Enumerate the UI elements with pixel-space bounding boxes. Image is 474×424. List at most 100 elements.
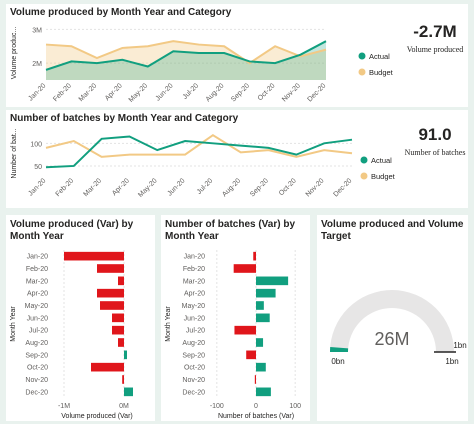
y-tick-label: Jul-20	[29, 328, 48, 335]
x-tick-label: Apr-20	[111, 177, 131, 197]
y-tick-label: Jan-20	[27, 254, 49, 261]
y-tick-label: Nov-20	[25, 377, 48, 384]
x-tick-label: Oct-20	[278, 177, 298, 197]
bar	[112, 313, 124, 323]
batches-var-title-line1: Number of batches (Var) by	[165, 219, 296, 230]
gauge-title-line1: Volume produced and Volume	[321, 219, 464, 230]
y-tick-label: Dec-20	[25, 389, 48, 396]
gauge-plot: 26M 0bn 1bn 1bn	[330, 290, 467, 366]
y-tick-label: Mar-20	[183, 278, 205, 285]
volume-var-plot[interactable]: -1M 0M Jan-20 Feb-20 Mar-20 Apr-20 May-20 Jun-2…	[6, 215, 155, 421]
volume-chart-card[interactable]: Volume produced by Month Year and Catego…	[6, 4, 404, 107]
batches-chart-plot[interactable]: 100 50 Number of bat... Jan-20 Feb-20 Mar-20 A…	[6, 110, 404, 208]
x-tick-label: Mar-20	[82, 177, 103, 198]
batches-var-title-line2: Month Year	[165, 231, 219, 242]
x-tick-label: Jul-20	[196, 177, 215, 196]
y-tick-label: Sep-20	[25, 352, 48, 359]
x-tick-label: 0	[254, 403, 258, 410]
bar	[253, 251, 256, 261]
y-tick-label: 100	[30, 141, 42, 148]
actual-line	[45, 135, 353, 169]
batches-kpi-label: Number of batches	[404, 148, 466, 157]
legend-actual-marker	[358, 52, 366, 60]
x-tick-label: Jan-20	[27, 177, 47, 197]
y-tick-label: Aug-20	[182, 340, 205, 347]
gauge-value-label: 26M	[374, 329, 409, 349]
gauge-min-label: 0bn	[331, 357, 344, 366]
x-tick-label: Oct-20	[257, 82, 277, 102]
volume-kpi-value: -2.7M	[413, 22, 457, 41]
bar	[112, 325, 124, 335]
legend-budget-marker	[360, 172, 368, 180]
volume-kpi-card[interactable]: -2.7M Volume produced	[402, 4, 468, 107]
x-axis-label: Number of batches (Var)	[218, 413, 294, 420]
bar	[118, 338, 124, 347]
y-tick-label: Jun-20	[27, 315, 49, 322]
batches-kpi-card[interactable]: 91.0 Number of batches	[402, 110, 468, 208]
volume-var-card[interactable]: Volume produced (Var) by Month Year -1M 0…	[6, 215, 155, 421]
y-tick-label: Sep-20	[182, 352, 205, 359]
bar	[64, 251, 124, 261]
x-tick-label: Feb-20	[52, 82, 73, 103]
y-tick-label: Dec-20	[182, 389, 205, 396]
batches-var-card[interactable]: Number of batches (Var) by Month Year -1…	[161, 215, 310, 421]
y-tick-label: Nov-20	[182, 377, 205, 384]
y-tick-label: Mar-20	[26, 278, 48, 285]
x-tick-label: Dec-20	[306, 82, 327, 103]
x-tick-label: -100	[210, 403, 224, 410]
y-tick-label: Apr-20	[27, 291, 48, 298]
bar	[234, 325, 256, 335]
y-tick-label: Aug-20	[25, 340, 48, 347]
batches-var-plot[interactable]: -100 0 100 Jan-20 Feb-20 Mar-20 Apr-20 May-20 Ju…	[161, 215, 310, 421]
gauge-card[interactable]: Volume produced and Volume Target 26M 0bn…	[317, 215, 468, 421]
bar	[256, 338, 264, 347]
batches-chart-card[interactable]: Number of batches by Month Year and Cate…	[6, 110, 404, 208]
x-tick-label: Jan-20	[27, 82, 47, 102]
bar	[122, 375, 124, 384]
y-tick-label: May-20	[182, 303, 205, 310]
bar	[256, 362, 266, 372]
bar	[233, 264, 256, 273]
x-tick-label: -1M	[58, 403, 70, 410]
x-tick-label: Jul-20	[182, 82, 201, 101]
actual-line	[45, 40, 327, 71]
x-tick-label: Dec-20	[332, 177, 353, 198]
budget-line	[45, 40, 327, 65]
x-tick-label: 100	[289, 403, 301, 410]
y-tick-label: Apr-20	[184, 291, 205, 298]
batches-kpi-value: 91.0	[418, 125, 452, 144]
volume-chart-title: Volume produced by Month Year and Catego…	[10, 7, 232, 18]
bar	[256, 276, 289, 286]
x-tick-label: Feb-20	[55, 177, 76, 198]
x-tick-label: May-20	[137, 177, 159, 199]
x-tick-label: Jun-20	[155, 82, 175, 102]
legend-budget-marker	[358, 68, 366, 76]
bar	[254, 375, 256, 384]
y-tick-label: Feb-20	[26, 266, 48, 273]
volume-chart-plot[interactable]: 3M 2M Volume produc... Jan-20 Feb-20 Mar-20 Ap…	[6, 4, 404, 107]
gauge-track	[330, 290, 454, 352]
x-tick-label: May-20	[128, 82, 150, 104]
bar	[124, 350, 127, 360]
x-tick-label: Mar-20	[78, 82, 99, 103]
y-tick-label: 50	[34, 164, 42, 171]
gauge-max-label: 1bn	[445, 357, 458, 366]
y-tick-label: Oct-20	[27, 365, 48, 372]
legend-actual-label: Actual	[371, 156, 392, 165]
legend-actual-label: Actual	[369, 52, 390, 61]
bar	[256, 288, 276, 298]
y-tick-label: Jan-20	[184, 254, 206, 261]
bar	[124, 387, 133, 397]
volume-kpi-label: Volume produced	[406, 45, 464, 54]
y-tick-label: Jul-20	[186, 328, 205, 335]
volume-var-title-line2: Month Year	[10, 231, 64, 242]
legend-actual-marker	[360, 156, 368, 164]
gauge-target-label: 1bn	[453, 341, 466, 350]
bar	[97, 264, 124, 273]
y-tick-label: 2M	[32, 61, 42, 68]
x-tick-label: 0M	[119, 403, 129, 410]
bar	[256, 313, 270, 323]
x-axis-label: Volume produced (Var)	[61, 413, 132, 420]
gauge-value-arc	[330, 346, 349, 352]
legend-budget-label: Budget	[371, 172, 396, 181]
